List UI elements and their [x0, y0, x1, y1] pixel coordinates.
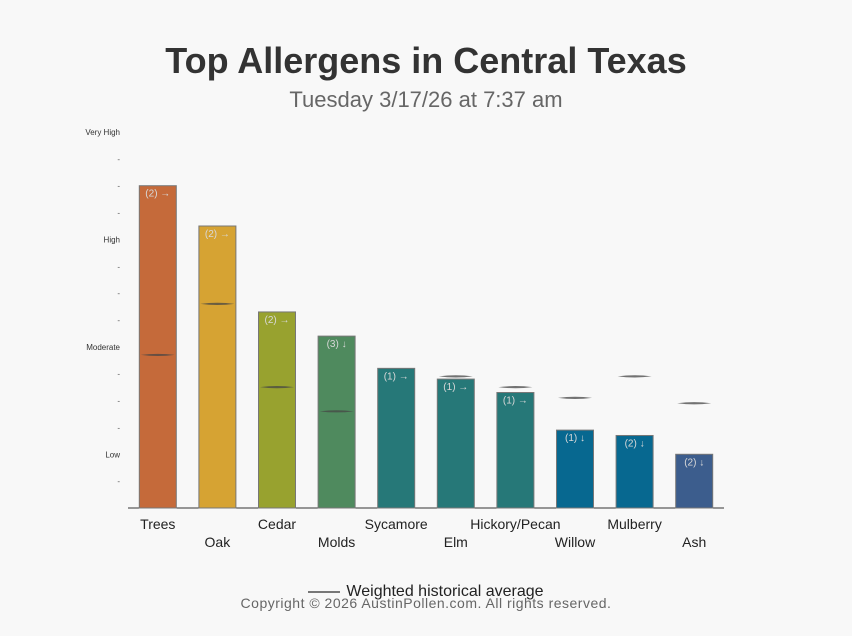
- bar: [556, 429, 594, 509]
- y-minor-tick-label: -: [117, 423, 120, 432]
- historical-average-marker: [677, 402, 712, 405]
- y-minor-tick-label: -: [117, 262, 120, 271]
- x-tick-label: Hickory/Pecan: [470, 516, 560, 532]
- bar: [258, 311, 296, 509]
- y-tick-label: Low: [105, 450, 120, 459]
- bar-data-label: (2) →: [205, 229, 230, 240]
- y-minor-tick-label: -: [117, 370, 120, 379]
- y-minor-tick-label: -: [117, 155, 120, 164]
- bar: [317, 335, 356, 509]
- bar: [615, 434, 654, 509]
- y-tick-label: Very High: [85, 128, 120, 137]
- x-tick-label: Cedar: [258, 516, 296, 532]
- bar-data-label: (1) →: [443, 382, 468, 393]
- chart-title: Top Allergens in Central Texas: [165, 40, 687, 81]
- legend-line-swatch: [308, 590, 341, 593]
- x-tick-label: Sycamore: [365, 516, 428, 532]
- bar: [496, 392, 535, 509]
- historical-average-marker: [617, 375, 652, 378]
- x-tick-label: Mulberry: [607, 516, 661, 532]
- y-minor-tick-label: -: [117, 182, 120, 191]
- historical-average-marker: [319, 410, 354, 413]
- bar-data-label: (2) →: [265, 315, 290, 326]
- legend-label: Weighted historical average: [346, 583, 544, 600]
- copyright: Copyright © 2026 AustinPollen.com. All r…: [240, 595, 612, 611]
- x-tick-label: Molds: [318, 534, 355, 550]
- bar-data-label: (1) ↓: [565, 433, 585, 444]
- bar-data-label: (2) ↓: [684, 457, 704, 468]
- x-tick-label: Elm: [444, 534, 468, 550]
- historical-average-marker: [140, 353, 175, 357]
- historical-average-marker: [498, 386, 533, 389]
- bar-data-label: (1) →: [384, 371, 409, 382]
- bar-data-label: (1) →: [503, 396, 528, 407]
- bar: [436, 378, 475, 509]
- y-minor-tick-label: -: [117, 477, 120, 486]
- historical-average-marker: [260, 386, 294, 389]
- bar-data-label: (2) ↓: [625, 438, 645, 449]
- x-tick-label: Willow: [555, 534, 596, 550]
- y-minor-tick-label: -: [117, 209, 120, 218]
- y-minor-tick-label: -: [117, 316, 120, 325]
- historical-average-marker: [558, 396, 592, 399]
- x-tick-label: Trees: [140, 516, 175, 532]
- legend: Weighted historical average: [0, 583, 852, 601]
- historical-average-marker: [200, 302, 235, 305]
- bar: [138, 185, 177, 509]
- bar-data-label: (3) ↓: [327, 339, 347, 350]
- y-minor-tick-label: -: [117, 289, 120, 298]
- bar: [675, 453, 714, 509]
- historical-average-marker: [438, 375, 473, 378]
- bar: [198, 225, 237, 509]
- x-tick-label: Oak: [205, 534, 232, 550]
- y-minor-tick-label: -: [117, 397, 120, 406]
- bar: [377, 367, 416, 509]
- y-tick-label: High: [104, 235, 120, 244]
- y-tick-label: Moderate: [86, 343, 120, 352]
- chart-subtitle: Tuesday 3/17/26 at 7:37 am: [289, 87, 563, 112]
- bar-data-label: (2) →: [145, 189, 170, 200]
- x-tick-label: Ash: [682, 534, 706, 550]
